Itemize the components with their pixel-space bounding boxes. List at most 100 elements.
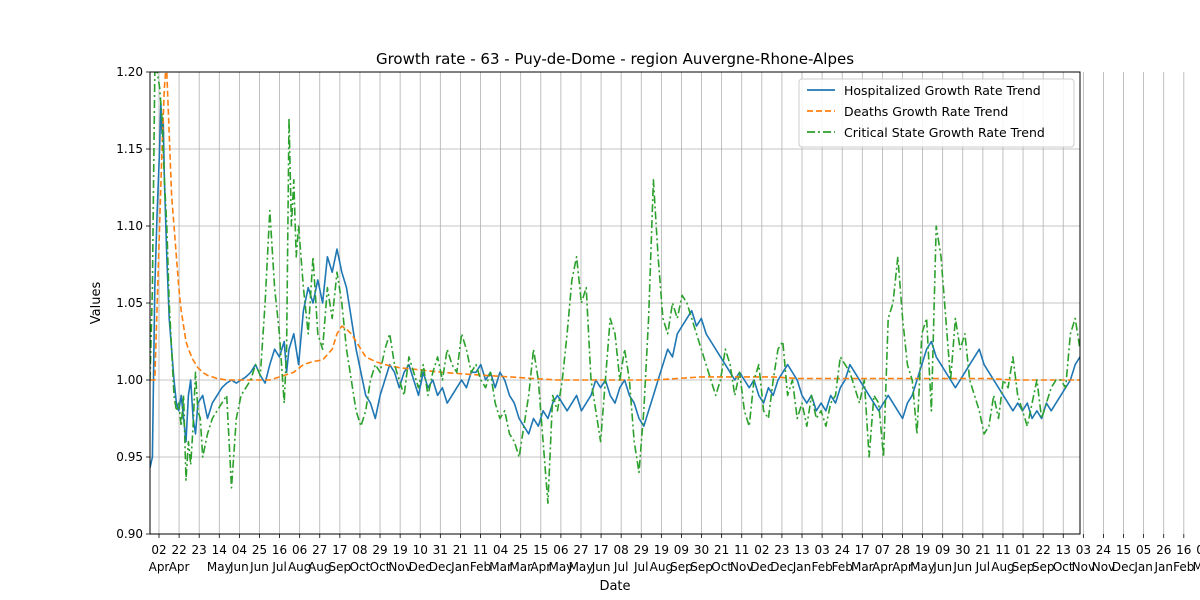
x-tick-month: May — [207, 560, 232, 574]
x-tick-month: Jun — [932, 560, 952, 574]
x-tick-day: 03 — [814, 543, 829, 557]
x-tick-month: May — [569, 560, 594, 574]
x-tick-day: 31 — [433, 543, 448, 557]
x-tick-month: Sep — [1012, 560, 1035, 574]
x-tick-day: 11 — [734, 543, 749, 557]
x-tick-day: 06 — [292, 543, 307, 557]
x-tick-day: 09 — [674, 543, 689, 557]
x-tick-month: Dec — [750, 560, 773, 574]
x-tick-day: 17 — [593, 543, 608, 557]
x-tick-day: 08 — [352, 543, 367, 557]
grid-lines — [150, 71, 1185, 535]
x-tick-month: Sep — [690, 560, 713, 574]
legend-label: Deaths Growth Rate Trend — [844, 104, 1008, 119]
x-tick-day: 21 — [714, 543, 729, 557]
x-tick-month: Aug — [288, 560, 311, 574]
y-axis-ticks: 0.90 0.95 1.00 1.05 1.10 1.15 1.20 — [116, 65, 150, 541]
x-tick-day: 11 — [473, 543, 488, 557]
x-tick-month: Aug — [650, 560, 673, 574]
x-tick-month: Nov — [1072, 560, 1095, 574]
x-tick-month: Jul — [975, 560, 990, 574]
x-tick-month: Nov — [388, 560, 411, 574]
x-tick-day: 01 — [1015, 543, 1030, 557]
x-tick-day: 03 — [1076, 543, 1091, 557]
x-axis-label: Date — [599, 579, 630, 594]
x-tick-month: Mar — [489, 560, 512, 574]
x-tick-day: 28 — [895, 543, 910, 557]
y-tick-label: 1.10 — [116, 219, 143, 233]
x-tick-day: 19 — [654, 543, 669, 557]
x-tick-month: Oct — [1053, 560, 1074, 574]
x-tick-day: 15 — [1116, 543, 1131, 557]
x-tick-day: 21 — [453, 543, 468, 557]
x-tick-month: Jun — [591, 560, 611, 574]
legend-label: Critical State Growth Rate Trend — [844, 125, 1045, 140]
x-tick-month: Jan — [792, 560, 812, 574]
x-tick-month: Aug — [991, 560, 1014, 574]
x-tick-month: Nov — [1092, 560, 1115, 574]
y-axis-label: Values — [89, 282, 104, 325]
x-tick-month: Dec — [409, 560, 432, 574]
x-tick-day: 24 — [835, 543, 850, 557]
x-tick-day: 17 — [332, 543, 347, 557]
x-tick-month: Aug — [308, 560, 331, 574]
x-tick-day: 09 — [935, 543, 950, 557]
x-tick-month: Jun — [229, 560, 249, 574]
x-tick-month: Dec — [1112, 560, 1135, 574]
y-tick-label: 0.90 — [116, 527, 143, 541]
x-tick-month: Sep — [329, 560, 352, 574]
x-tick-month: Apr — [169, 560, 190, 574]
legend-label: Hospitalized Growth Rate Trend — [844, 83, 1041, 98]
x-tick-day: 11 — [995, 543, 1010, 557]
x-tick-month: Mar — [509, 560, 532, 574]
x-tick-day: 29 — [634, 543, 649, 557]
x-tick-day: 10 — [413, 543, 428, 557]
y-tick-label: 1.05 — [116, 296, 143, 310]
x-tick-day: 22 — [171, 543, 186, 557]
x-tick-day: 19 — [915, 543, 930, 557]
x-tick-month: Mar — [1193, 560, 1200, 574]
x-tick-month: Oct — [370, 560, 391, 574]
x-tick-day: 13 — [794, 543, 809, 557]
y-tick-label: 0.95 — [116, 450, 143, 464]
x-tick-month: Jun — [952, 560, 972, 574]
series-layer — [150, 72, 1080, 504]
series-line-3 — [150, 72, 1080, 504]
x-tick-day: 14 — [212, 543, 227, 557]
x-tick-day: 22 — [1036, 543, 1051, 557]
x-tick-month: Jun — [249, 560, 269, 574]
x-tick-month: Dec — [429, 560, 452, 574]
x-tick-day: 16 — [1176, 543, 1191, 557]
x-tick-day: 04 — [232, 543, 247, 557]
x-tick-month: Feb — [811, 560, 832, 574]
x-tick-month: Nov — [730, 560, 753, 574]
x-tick-month: Apr — [872, 560, 893, 574]
x-tick-month: Feb — [1173, 560, 1194, 574]
x-tick-month: Feb — [832, 560, 853, 574]
x-tick-month: May — [910, 560, 935, 574]
x-tick-day: 19 — [392, 543, 407, 557]
x-tick-month: Jul — [613, 560, 628, 574]
x-tick-day: 15 — [533, 543, 548, 557]
x-tick-day: 25 — [252, 543, 267, 557]
x-tick-month: Jan — [1153, 560, 1173, 574]
x-tick-day: 16 — [272, 543, 287, 557]
x-tick-month: Apr — [149, 560, 170, 574]
legend-box — [798, 78, 1075, 148]
x-tick-month: Oct — [350, 560, 371, 574]
x-tick-day: 25 — [513, 543, 528, 557]
y-tick-label: 1.15 — [116, 142, 143, 156]
x-tick-month: Feb — [470, 560, 491, 574]
x-tick-day: 23 — [774, 543, 789, 557]
x-tick-day: 06 — [553, 543, 568, 557]
x-tick-day: 13 — [1056, 543, 1071, 557]
x-tick-month: Oct — [711, 560, 732, 574]
x-tick-day: 30 — [955, 543, 970, 557]
x-tick-day: 24 — [1096, 543, 1111, 557]
y-tick-label: 1.00 — [116, 373, 143, 387]
x-tick-month: Apr — [530, 560, 551, 574]
x-tick-day: 27 — [573, 543, 588, 557]
x-tick-month: Mar — [851, 560, 874, 574]
